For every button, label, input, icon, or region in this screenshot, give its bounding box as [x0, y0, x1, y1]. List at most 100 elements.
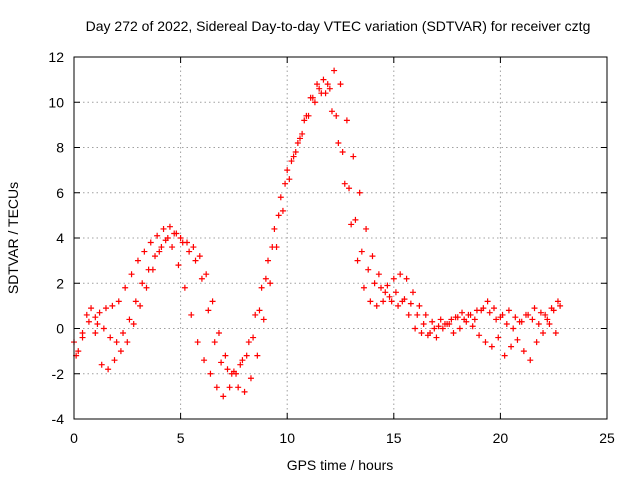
data-point — [414, 311, 421, 318]
data-point — [403, 275, 410, 282]
axis-ticks: 0 5 10 15 20 25 -4 -2 0 2 4 6 8 10 12 — [48, 49, 615, 446]
data-point — [105, 366, 112, 373]
data-point — [465, 311, 472, 318]
y-tick-label: 10 — [48, 94, 64, 110]
data-point — [139, 280, 146, 287]
data-point — [478, 307, 485, 314]
data-point — [309, 94, 316, 101]
data-point — [409, 289, 416, 296]
data-point — [503, 320, 510, 327]
data-point — [207, 370, 214, 377]
data-point — [213, 384, 220, 391]
data-point — [290, 153, 297, 160]
data-point — [92, 314, 99, 321]
chart-title: Day 272 of 2022, Sidereal Day-to-day VTE… — [86, 18, 591, 34]
data-point — [137, 302, 144, 309]
data-point — [375, 271, 382, 278]
data-point — [130, 320, 137, 327]
data-point — [318, 90, 325, 97]
data-point — [126, 316, 133, 323]
data-point — [341, 180, 348, 187]
data-point — [384, 282, 391, 289]
x-tick-label: 25 — [599, 430, 615, 446]
data-point — [83, 311, 90, 318]
y-tick-label: 12 — [48, 49, 64, 65]
data-point — [484, 298, 491, 305]
data-point — [497, 314, 504, 321]
data-point — [505, 307, 512, 314]
data-point — [348, 221, 355, 228]
data-point — [271, 225, 278, 232]
series-arc-3 — [94, 67, 561, 395]
data-point — [373, 302, 380, 309]
data-point — [554, 298, 561, 305]
data-point — [181, 284, 188, 291]
series-arc-2 — [73, 85, 559, 400]
data-point — [392, 289, 399, 296]
data-point — [542, 311, 549, 318]
data-point — [152, 253, 159, 260]
data-point — [510, 325, 517, 332]
data-point — [252, 311, 259, 318]
data-point — [113, 339, 120, 346]
data-point — [360, 284, 367, 291]
data-point — [241, 388, 248, 395]
data-point — [514, 336, 521, 343]
data-point — [235, 384, 242, 391]
data-point — [531, 305, 538, 312]
data-point — [324, 81, 331, 88]
data-point — [124, 339, 131, 346]
data-point — [122, 284, 129, 291]
data-point — [343, 117, 350, 124]
data-point — [418, 330, 425, 337]
data-point — [429, 318, 436, 325]
data-point — [433, 334, 440, 341]
data-point — [211, 339, 218, 346]
data-point — [544, 316, 551, 323]
data-point — [371, 280, 378, 287]
series-arc-1 — [71, 76, 564, 375]
data-point — [331, 67, 338, 74]
data-point — [527, 357, 534, 364]
data-point — [482, 339, 489, 346]
data-point — [380, 298, 387, 305]
data-point — [420, 320, 427, 327]
data-point — [397, 271, 404, 278]
data-point — [405, 311, 412, 318]
data-point — [282, 180, 289, 187]
data-point — [456, 325, 463, 332]
x-tick-label: 5 — [177, 430, 185, 446]
data-point — [220, 393, 227, 400]
data-point — [533, 339, 540, 346]
data-point — [111, 357, 118, 364]
data-point — [305, 112, 312, 119]
data-point — [407, 300, 414, 307]
data-point — [294, 139, 301, 146]
data-point — [96, 309, 103, 316]
data-point — [557, 302, 564, 309]
data-point — [156, 248, 163, 255]
data-point — [422, 311, 429, 318]
data-point — [85, 318, 92, 325]
data-point — [350, 153, 357, 160]
data-point — [390, 275, 397, 282]
x-tick-label: 15 — [386, 430, 402, 446]
y-tick-label: 0 — [56, 321, 64, 337]
data-point — [164, 235, 171, 241]
data-point — [177, 235, 184, 241]
data-point — [154, 232, 161, 239]
data-point — [100, 325, 107, 332]
data-point — [493, 316, 500, 323]
data-point — [237, 361, 244, 368]
data-point — [540, 330, 547, 337]
data-point — [222, 352, 229, 359]
data-point — [175, 262, 182, 269]
data-point — [488, 343, 495, 350]
data-point — [75, 348, 82, 355]
data-point — [109, 302, 116, 309]
plot-frame — [73, 56, 608, 420]
data-point — [356, 189, 363, 196]
data-point — [94, 320, 101, 327]
data-point — [386, 293, 393, 300]
